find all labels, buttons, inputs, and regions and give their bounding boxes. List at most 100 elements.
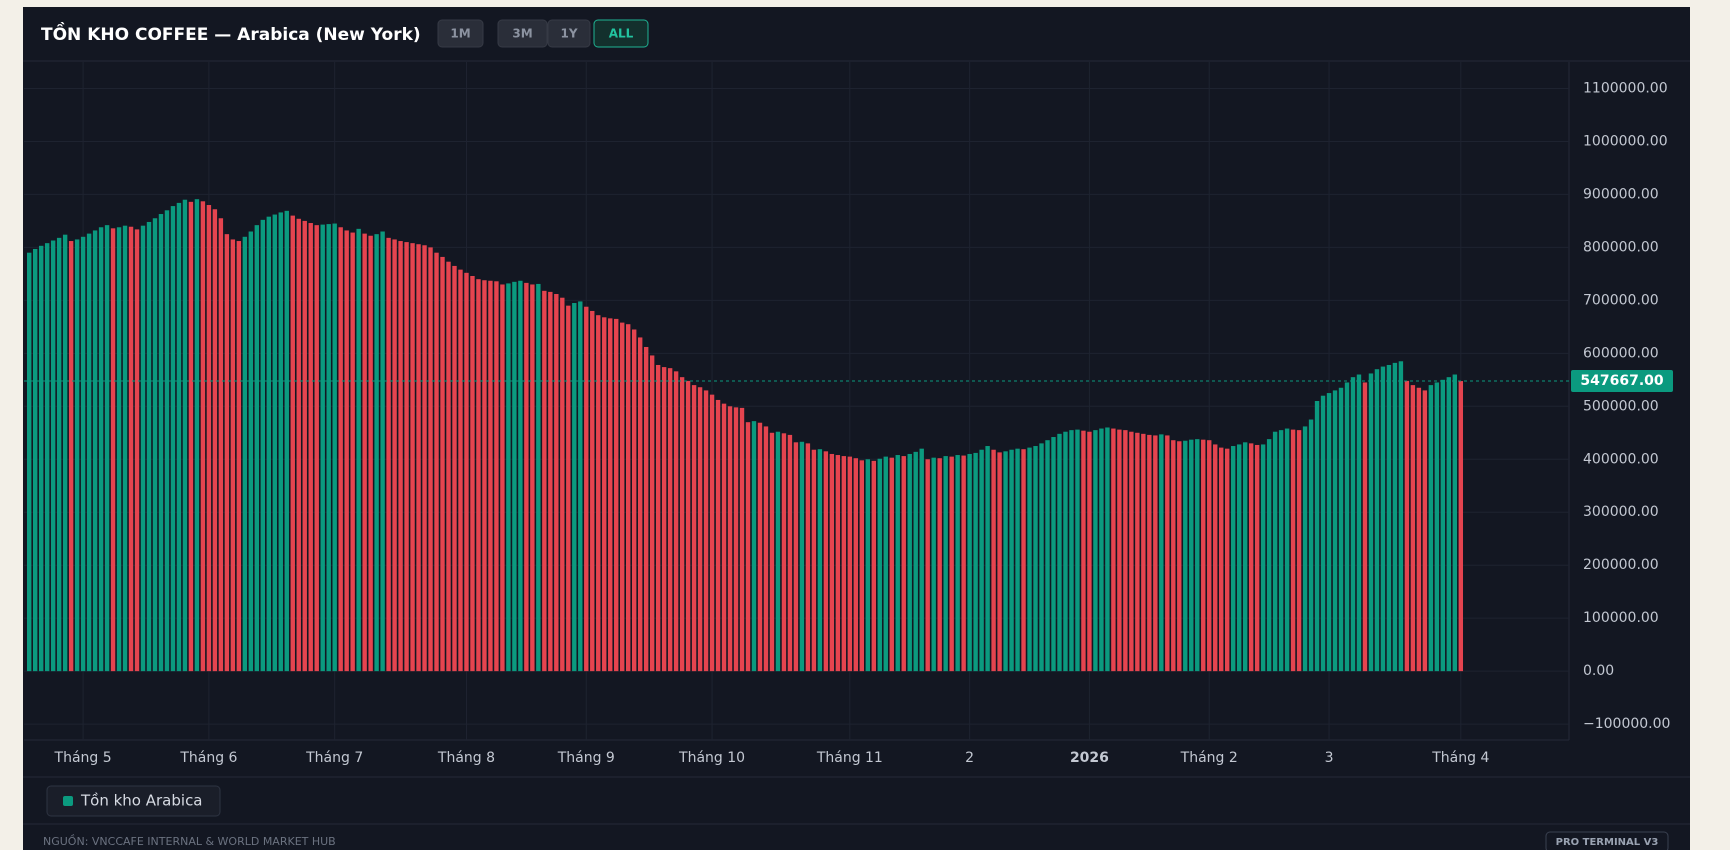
bar [452, 265, 457, 672]
bar [80, 236, 86, 672]
bar [434, 252, 439, 672]
bar [913, 451, 918, 672]
bar [931, 457, 936, 672]
bar [901, 456, 906, 672]
bar [1398, 361, 1404, 672]
bar [703, 390, 709, 672]
bar [1410, 385, 1416, 672]
bar [122, 225, 128, 672]
range-button[interactable]: 1Y [547, 19, 591, 48]
x-tick-label: Tháng 8 [437, 750, 495, 766]
bar [488, 280, 493, 672]
bar [584, 306, 589, 672]
bar [296, 218, 301, 672]
bar [1057, 433, 1062, 672]
bar [416, 244, 421, 672]
legend-box [46, 785, 221, 817]
bar [1027, 447, 1032, 672]
bar [757, 422, 763, 672]
bar [248, 231, 254, 672]
bar [799, 441, 805, 672]
bar [62, 234, 68, 672]
bar [697, 387, 703, 672]
bar [1105, 427, 1110, 672]
bar [763, 426, 769, 672]
bar [380, 231, 385, 672]
range-button-label: 3M [512, 27, 532, 41]
bar [512, 281, 517, 672]
bar [38, 245, 44, 672]
bar [86, 233, 92, 672]
bar [841, 456, 847, 672]
bar [1129, 431, 1134, 672]
y-tick-label: 200000.00 [1583, 557, 1659, 573]
bar [1314, 401, 1320, 672]
bar [1159, 434, 1164, 672]
bar [1296, 430, 1302, 672]
bar [1350, 377, 1356, 672]
bar [32, 248, 38, 672]
legend-label: Tồn kho Arabica [80, 792, 203, 810]
x-tick-label: 2026 [1070, 750, 1109, 766]
range-button-label: 1M [450, 27, 470, 41]
bar [649, 355, 655, 672]
bar [1230, 446, 1236, 672]
y-tick-label: 900000.00 [1583, 186, 1659, 202]
y-tick-label: 600000.00 [1583, 345, 1659, 361]
bar [1248, 443, 1254, 672]
y-tick-label: 300000.00 [1583, 504, 1659, 520]
bar [1003, 451, 1008, 672]
bar [1356, 374, 1362, 672]
bar [404, 242, 409, 672]
x-tick-label: 2 [965, 750, 974, 766]
bar [230, 239, 236, 672]
bar [146, 221, 152, 672]
bar [170, 206, 176, 672]
y-tick-label: 700000.00 [1583, 292, 1659, 308]
bar [1183, 440, 1188, 672]
bar [1458, 381, 1464, 672]
bar [889, 457, 894, 672]
badge: PRO TERMINAL V3 [1556, 837, 1659, 848]
bar [182, 199, 188, 672]
bar [272, 214, 277, 672]
bar [470, 275, 475, 672]
bar [554, 294, 559, 672]
bar [464, 272, 469, 672]
bar [895, 455, 900, 672]
bar [727, 406, 733, 672]
bar [1189, 439, 1194, 672]
bar [853, 458, 859, 672]
bar [1302, 426, 1308, 672]
bar [1332, 390, 1338, 672]
bar [50, 240, 56, 672]
bar [1422, 390, 1428, 672]
bar [1404, 380, 1410, 672]
bar [1278, 430, 1284, 672]
bar [1177, 441, 1182, 672]
bar [158, 214, 164, 672]
bar [1225, 448, 1230, 672]
bar [1428, 385, 1434, 672]
bar [350, 232, 355, 672]
bar [967, 453, 972, 672]
bar [236, 241, 242, 672]
bar [1219, 447, 1224, 672]
bar [1081, 430, 1086, 672]
range-button[interactable]: 3M [497, 19, 548, 48]
bar [1207, 440, 1212, 672]
bar [332, 223, 337, 672]
bar [116, 227, 122, 672]
bar [590, 310, 595, 672]
bar [566, 305, 571, 672]
bar [919, 448, 924, 672]
bar [266, 216, 271, 672]
range-button[interactable]: 1M [437, 19, 484, 48]
bar [602, 317, 607, 672]
range-button[interactable]: ALL [593, 19, 649, 48]
bar [1063, 431, 1068, 672]
bar [1015, 448, 1020, 672]
bar [655, 364, 661, 672]
bar [386, 237, 391, 672]
